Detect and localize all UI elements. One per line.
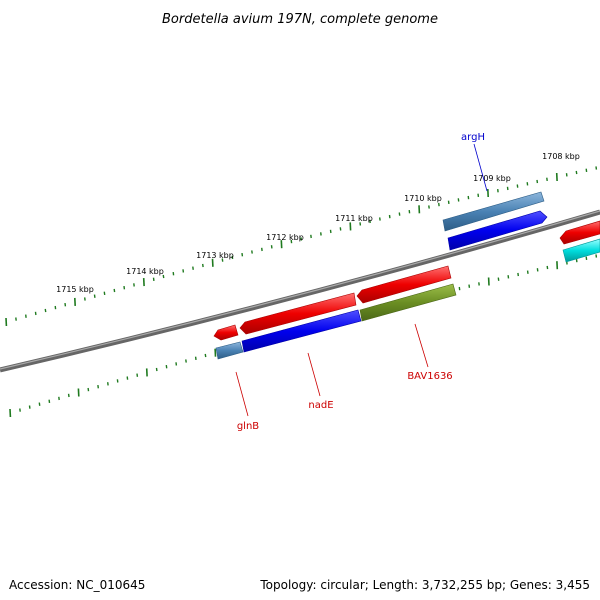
feature-bav1636-red[interactable] bbox=[356, 265, 452, 304]
feature-argh-steel[interactable] bbox=[442, 191, 545, 232]
tick-label-1713: 1713 kbp bbox=[196, 251, 234, 260]
features-outer bbox=[442, 191, 600, 263]
feature-nade-blue[interactable] bbox=[241, 309, 362, 353]
feature-bav1636-olive[interactable] bbox=[359, 283, 457, 322]
gene-labels: argH glnB nadE BAV1636 bbox=[237, 132, 485, 432]
gene-label-glnb[interactable]: glnB bbox=[237, 421, 259, 432]
features-inner bbox=[213, 265, 457, 360]
feature-glnb-steel[interactable] bbox=[215, 341, 244, 360]
feature-glnb-red-small[interactable] bbox=[213, 324, 239, 341]
gene-label-bav1636[interactable]: BAV1636 bbox=[407, 371, 452, 382]
feature-argh-blue[interactable] bbox=[447, 210, 548, 251]
tick-label-1709: 1709 kbp bbox=[473, 174, 511, 183]
leader-argh bbox=[473, 143, 488, 192]
map-title: Bordetella avium 197N, complete genome bbox=[162, 12, 438, 27]
accession-text: Accession: NC_010645 bbox=[9, 578, 146, 592]
tick-label-1708: 1708 kbp bbox=[542, 152, 580, 161]
tick-label-1710: 1710 kbp bbox=[404, 194, 442, 203]
leader-lines bbox=[235, 143, 488, 417]
leader-glnb bbox=[235, 371, 249, 417]
tick-ring-outer bbox=[5, 166, 598, 327]
leader-nade bbox=[307, 352, 321, 397]
gene-label-argh[interactable]: argH bbox=[461, 132, 485, 143]
gene-label-nade[interactable]: nadE bbox=[308, 400, 333, 411]
tick-label-1715: 1715 kbp bbox=[56, 285, 94, 294]
genome-backbone bbox=[0, 209, 600, 373]
tick-labels: 1715 kbp 1714 kbp 1713 kbp 1712 kbp 1711… bbox=[56, 152, 580, 294]
feature-right-cyan[interactable] bbox=[562, 238, 600, 263]
topology-text: Topology: circular; Length: 3,732,255 bp… bbox=[260, 578, 590, 592]
tick-label-1711: 1711 kbp bbox=[335, 214, 373, 223]
tick-label-1712: 1712 kbp bbox=[266, 233, 304, 242]
feature-nade-red[interactable] bbox=[239, 292, 357, 335]
tick-label-1714: 1714 kbp bbox=[126, 267, 164, 276]
feature-right-red[interactable] bbox=[559, 220, 600, 245]
leader-bav1636 bbox=[414, 323, 429, 368]
